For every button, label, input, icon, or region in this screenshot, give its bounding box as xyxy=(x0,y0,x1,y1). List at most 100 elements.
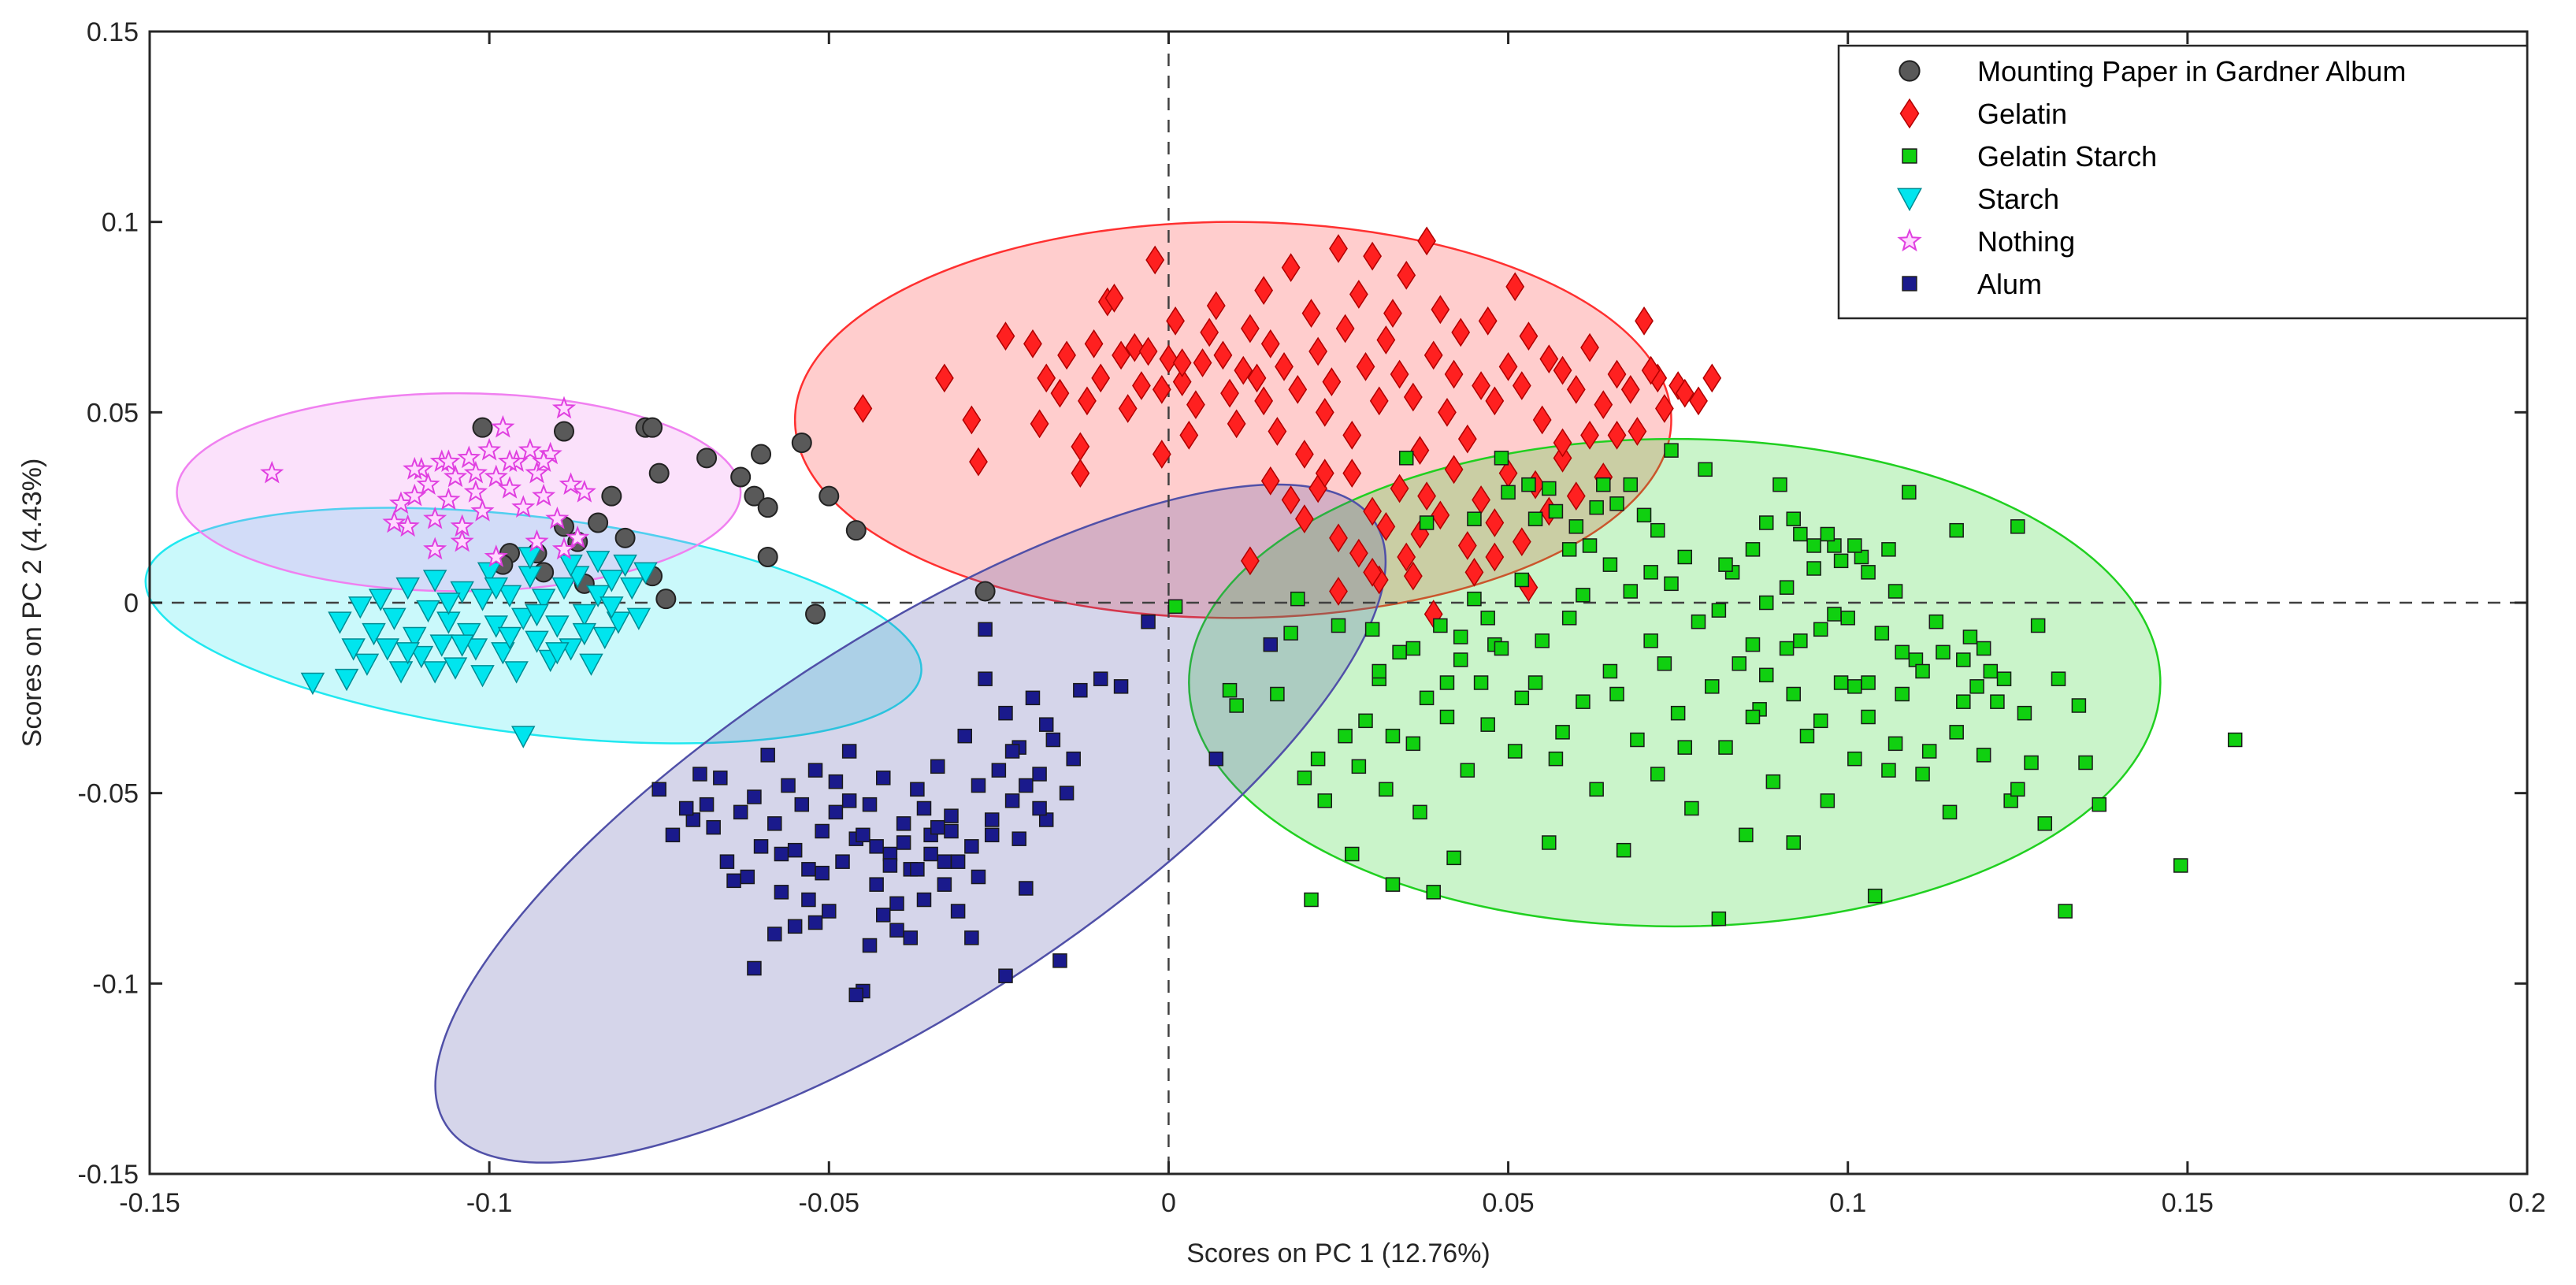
point-gelatin-starch xyxy=(1568,519,1584,534)
point-gelatin-starch xyxy=(1786,835,1801,850)
point-alum xyxy=(815,823,830,839)
point-gelatin xyxy=(1247,363,1267,393)
point-gelatin-starch xyxy=(1793,633,1808,648)
point-gelatin-starch xyxy=(1827,607,1842,622)
point-gelatin-starch xyxy=(1745,637,1761,652)
point-gelatin-starch xyxy=(1576,694,1591,709)
point-gelatin xyxy=(1363,241,1383,271)
point-gelatin-starch xyxy=(1630,732,1645,748)
point-alum xyxy=(692,767,707,782)
point-gelatin xyxy=(996,321,1015,351)
point-gelatin-starch xyxy=(1779,641,1795,656)
point-alum xyxy=(910,862,925,877)
point-nothing xyxy=(450,529,474,552)
point-gelatin xyxy=(1512,371,1531,400)
point-gelatin xyxy=(934,363,954,393)
point-gelatin xyxy=(1260,466,1280,496)
point-gelatin-starch xyxy=(1895,644,1910,660)
point-starch xyxy=(477,562,502,585)
point-alum xyxy=(706,819,721,835)
point-gelatin xyxy=(1241,314,1260,344)
point-starch xyxy=(463,638,488,661)
point-alum xyxy=(978,622,993,637)
point-mounting-paper-in-gardner-album xyxy=(696,448,718,469)
point-gelatin xyxy=(1335,314,1355,344)
point-gelatin-starch xyxy=(2024,755,2039,771)
point-gelatin-starch xyxy=(1806,561,1821,576)
point-mounting-paper-in-gardner-album xyxy=(791,433,812,453)
point-alum xyxy=(882,858,898,873)
point-starch xyxy=(484,577,509,600)
point-gelatin xyxy=(969,447,988,477)
point-nothing xyxy=(463,460,488,484)
y-tick-label: 0.05 xyxy=(87,398,139,428)
legend-item-mounting-paper-in-gardner-album: Mounting Paper in Gardner Album xyxy=(1899,55,2406,87)
point-gelatin-starch xyxy=(1861,675,1876,690)
point-starch xyxy=(572,604,597,627)
legend-box xyxy=(1837,44,2529,320)
point-gelatin-starch xyxy=(1698,462,1713,477)
point-alum xyxy=(998,705,1013,721)
point-gelatin-starch xyxy=(1405,736,1421,752)
point-gelatin-starch xyxy=(1820,526,1835,542)
y-tick-label: -0.15 xyxy=(78,1160,139,1190)
point-alum xyxy=(862,938,878,953)
point-gelatin-starch xyxy=(1507,744,1523,759)
point-starch xyxy=(518,547,543,570)
point-gelatin xyxy=(1675,378,1694,408)
point-gelatin-starch xyxy=(1739,827,1754,843)
point-gelatin-starch xyxy=(1398,451,1414,466)
point-gelatin-starch xyxy=(1758,515,1774,530)
point-alum xyxy=(1011,831,1026,846)
point-mounting-paper-in-gardner-album xyxy=(730,466,752,488)
point-gelatin-starch xyxy=(1392,644,1407,660)
point-gelatin xyxy=(1532,405,1552,435)
point-mounting-paper-in-gardner-album xyxy=(974,581,996,602)
point-alum xyxy=(876,771,891,785)
point-mounting-paper-in-gardner-album xyxy=(614,527,636,548)
point-gelatin-starch xyxy=(2037,816,2053,831)
point-gelatin xyxy=(1689,386,1708,416)
series-nothing xyxy=(260,396,596,567)
point-alum xyxy=(828,804,844,820)
point-nothing xyxy=(403,456,427,480)
x-tick-label: -0.1 xyxy=(466,1188,513,1218)
point-alum xyxy=(1066,751,1081,767)
point-gelatin xyxy=(1349,280,1368,309)
point-gelatin-starch xyxy=(1718,557,1733,572)
point-gelatin-starch xyxy=(1419,515,1435,530)
point-gelatin-starch xyxy=(1561,611,1577,626)
point-gelatin-starch xyxy=(1711,603,1727,618)
point-gelatin xyxy=(1369,386,1389,416)
point-starch xyxy=(341,638,366,661)
point-gelatin xyxy=(1478,306,1498,336)
point-gelatin-starch xyxy=(1542,481,1557,496)
point-gelatin xyxy=(1390,359,1409,389)
point-starch xyxy=(328,611,352,634)
point-gelatin-starch xyxy=(1501,485,1516,500)
data-points xyxy=(260,226,2243,1003)
point-gelatin xyxy=(962,405,982,435)
point-gelatin xyxy=(1702,363,1722,393)
point-gelatin-starch xyxy=(1616,842,1631,858)
point-starch xyxy=(606,611,631,634)
point-nothing xyxy=(497,476,522,499)
point-gelatin xyxy=(1539,344,1559,374)
point-gelatin-starch xyxy=(1385,728,1401,744)
point-starch xyxy=(382,607,406,630)
point-gelatin xyxy=(1125,332,1145,362)
point-alum xyxy=(713,771,728,785)
point-alum xyxy=(916,892,932,908)
point-alum xyxy=(923,846,938,862)
point-gelatin-starch xyxy=(2092,797,2107,812)
point-alum xyxy=(753,839,769,854)
point-alum xyxy=(665,827,681,843)
point-gelatin-starch xyxy=(1589,500,1604,515)
point-gelatin-starch xyxy=(1650,767,1665,782)
point-gelatin-starch xyxy=(1718,740,1733,755)
point-gelatin-starch xyxy=(1439,709,1455,725)
point-gelatin-starch xyxy=(1793,526,1808,542)
point-gelatin-starch xyxy=(1820,793,1835,808)
point-gelatin-starch xyxy=(1494,641,1509,656)
point-mounting-paper-in-gardner-album xyxy=(818,485,840,507)
